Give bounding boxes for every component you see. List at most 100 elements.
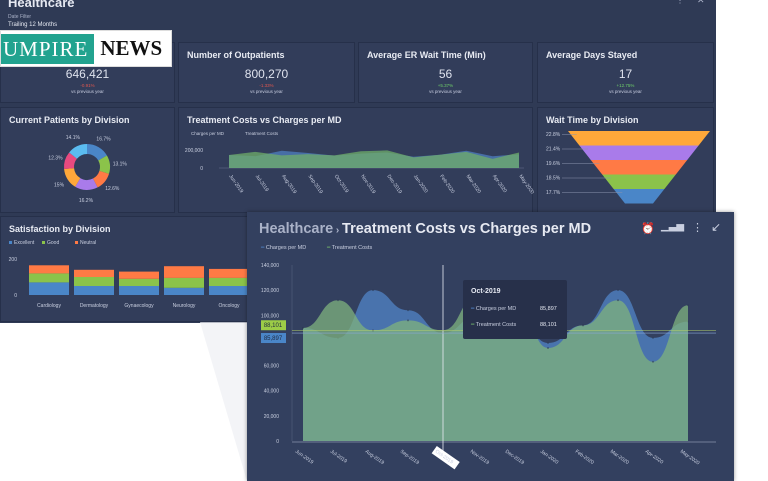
x-tick: Jan-2020: [539, 449, 560, 466]
kpi-value: 800,270: [244, 67, 289, 81]
kpi-title: Average ER Wait Time (Min): [367, 50, 486, 60]
breadcrumb-healthcare[interactable]: Healthcare: [259, 221, 334, 237]
header-more-icon[interactable]: ⋮: [676, 0, 684, 5]
collapse-icon[interactable]: ↙: [711, 220, 722, 234]
y-tick: 140,000: [261, 263, 279, 269]
value-badge-text: 85,897: [264, 336, 283, 342]
mini-y-tick: 200,000: [185, 148, 203, 154]
x-tick: Aug-2019: [364, 449, 385, 466]
point-costs: [582, 324, 584, 327]
value-badge-text: 88,101: [264, 323, 283, 329]
donut-label: 16.2%: [79, 198, 94, 204]
kpi-comparison: vs previous year: [250, 89, 283, 94]
y-tick: 40,000: [264, 389, 280, 395]
donut-slice: [75, 178, 98, 190]
y-tick: 100,000: [261, 313, 279, 319]
funnel-band: [579, 145, 699, 160]
kpi-change: -1.33%: [259, 83, 274, 88]
chart-type-icon[interactable]: ▁▃▅: [661, 221, 685, 232]
legend-good: Good: [47, 240, 59, 246]
y-tick: 0: [14, 293, 17, 299]
x-tick: Cardiology: [37, 303, 61, 309]
legend-swatch: [75, 241, 78, 244]
satisfaction-title: Satisfaction by Division: [9, 224, 111, 234]
tooltip-month: Oct-2019: [471, 288, 501, 295]
bar-good: [164, 277, 204, 288]
header-close-icon[interactable]: ✕: [697, 0, 705, 5]
donut-slice: [98, 155, 110, 174]
kpi-value: 56: [438, 67, 453, 81]
bar-neutral: [119, 271, 159, 279]
legend-swatch: [42, 241, 45, 244]
legend-swatch: [9, 241, 12, 244]
x-tick: Dermatology: [80, 303, 109, 309]
bar-good: [29, 273, 69, 283]
area-treatment-costs: [303, 287, 688, 441]
bar-neutral: [74, 269, 114, 277]
donut-label: 14.1%: [66, 135, 81, 141]
x-tick-highlight: [431, 445, 460, 470]
legend-charges[interactable]: ━ Charges per MD: [261, 245, 307, 251]
point-costs: [407, 319, 409, 322]
bar-good: [209, 277, 249, 286]
tooltip-costs-value: 88,101: [540, 322, 557, 328]
funnel-band: [568, 131, 710, 146]
y-tick: 120,000: [261, 288, 279, 294]
tooltip-charges-value: 85,897: [540, 306, 557, 312]
date-filter-label: Date Filter: [8, 14, 32, 20]
date-filter-dropdown[interactable]: Trailing 12 Months: [8, 22, 58, 28]
y-tick: 0: [276, 439, 279, 445]
value-badge: [261, 320, 286, 331]
more-icon[interactable]: ⋮: [692, 222, 703, 234]
tooltip-charges-label: Charges per MD: [475, 306, 517, 312]
logo: UMPIRE NEWS: [0, 30, 172, 67]
dashboard: Healthcare Date Filter Trailing 12 Month…: [0, 0, 716, 323]
kpi-comparison: vs previous year: [609, 89, 642, 94]
alarm-icon[interactable]: ⏰: [641, 223, 655, 235]
kpi-title: Average Days Stayed: [546, 50, 638, 60]
donut-label: 13.1%: [113, 161, 128, 167]
y-tick: 200: [9, 257, 18, 263]
patients-card: Current Patients by Division 16.7% 13.1% 1…: [0, 107, 175, 213]
point-charges: [372, 289, 374, 292]
x-tick: Apr-2020: [644, 449, 664, 466]
legend-excellent: Excellent: [14, 240, 35, 246]
x-tick: Feb-2020: [574, 449, 595, 466]
x-tick: Gynaecology: [124, 303, 154, 309]
x-tick: Jul-2019: [329, 449, 348, 465]
funnel-label: 19.6%: [546, 161, 561, 167]
tooltip-costs-label: Treatment Costs: [475, 322, 517, 328]
kpi-value: 17: [618, 67, 633, 81]
wait-time-title: Wait Time by Division: [546, 115, 639, 125]
point-costs: [652, 360, 654, 363]
kpi-card: Average Days Stayed 17 +12.75% vs previo…: [537, 42, 714, 103]
point-charges: [547, 341, 549, 344]
donut-label: 12.6%: [105, 186, 120, 192]
logo-part2: NEWS: [100, 36, 163, 60]
funnel-label: 22.8%: [546, 132, 561, 138]
logo-part1: UMPIRE: [1, 33, 95, 64]
x-tick: Jun-2019: [294, 449, 315, 466]
mini-legend-costs[interactable]: Treatment Costs: [245, 131, 279, 136]
mini-chart-card[interactable]: Treatment Costs vs Charges per MD Charge…: [178, 107, 534, 213]
bar-excellent: [29, 282, 69, 295]
x-tick: Nov-2019: [469, 449, 490, 466]
legend-costs[interactable]: ━ Treatment Costs: [327, 245, 373, 251]
legend-neutral: Neutral: [80, 240, 96, 246]
point-costs: [302, 326, 304, 329]
point-costs: [617, 299, 619, 302]
bar-excellent: [74, 286, 114, 295]
kpi-comparison: vs previous year: [429, 89, 462, 94]
funnel-band: [602, 174, 676, 189]
wait-time-card: Wait Time by Division 22.8% 21.4% 19.6% 18.…: [537, 107, 714, 213]
point-costs: [687, 304, 689, 307]
kpi-title: Number of Outpatients: [187, 50, 285, 60]
x-tick: Dec-2019: [504, 449, 525, 466]
x-tick: Neurology: [173, 303, 196, 309]
donut-slice: [64, 168, 81, 187]
x-tick: Sep-2019: [399, 449, 420, 466]
donut-slice: [92, 170, 109, 188]
kpi-comparison: vs previous year: [71, 89, 104, 94]
donut-label: 16.7%: [96, 136, 111, 142]
mini-legend-charges[interactable]: Charges per MD: [191, 131, 225, 136]
